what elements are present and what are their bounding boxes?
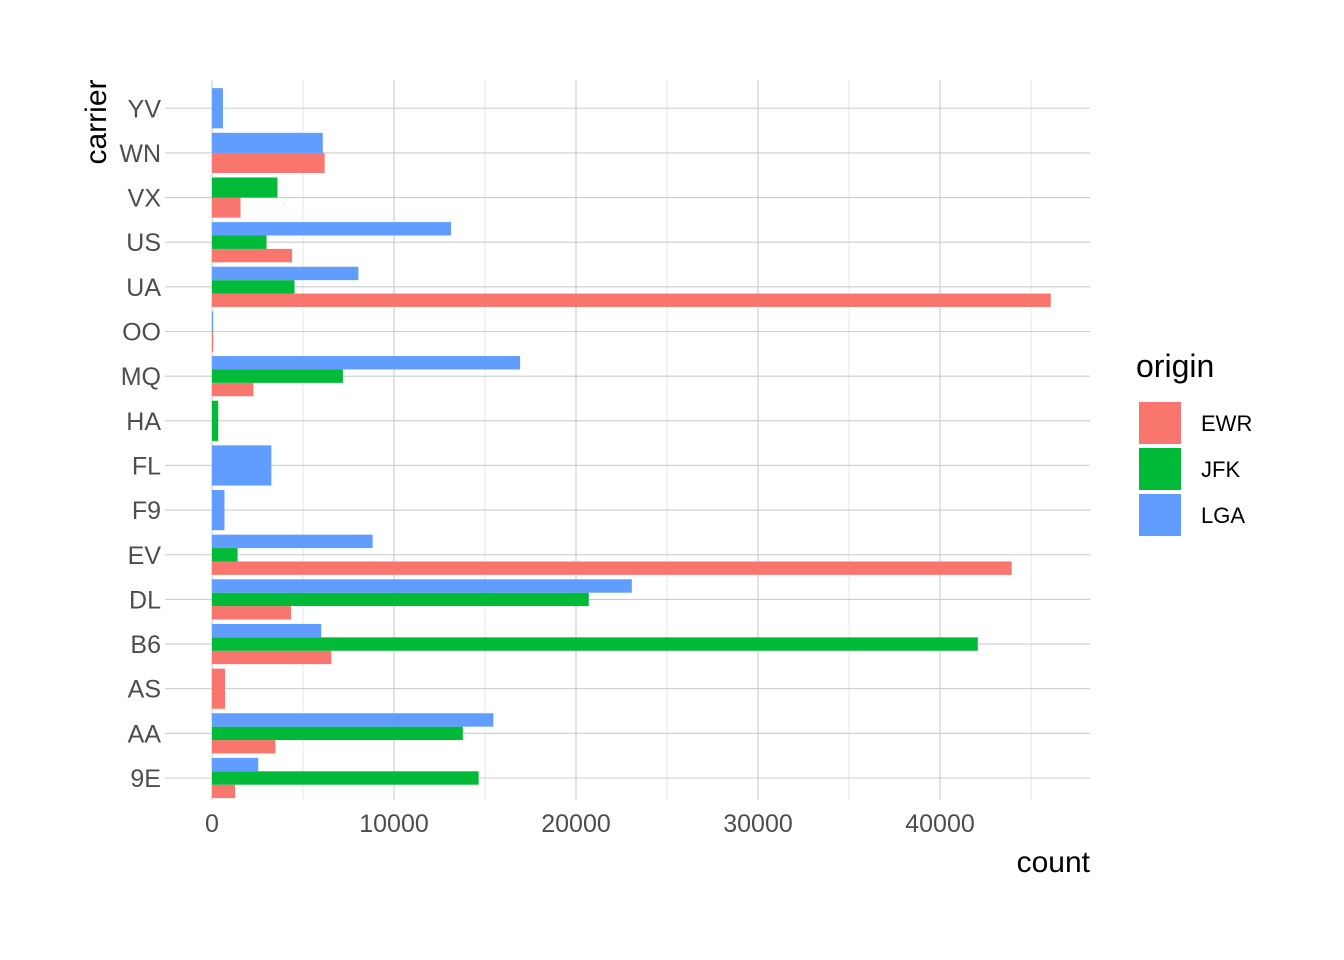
bar-US-EWR [212,248,293,263]
y-tick-label: YV [128,95,162,123]
y-tick-label: US [126,229,161,257]
y-tick-label: 9E [130,765,161,793]
bar-WN-LGA [212,132,323,153]
legend-key-LGA [1139,494,1181,536]
bar-US-JFK [212,235,267,249]
y-tick-label: WN [119,140,161,168]
bars [212,88,1051,799]
legend-key-JFK [1139,448,1181,490]
bar-DL-JFK [212,592,589,607]
y-tick-label: B6 [130,631,161,659]
bar-MQ-JFK [212,369,343,383]
bar-MQ-EWR [212,382,254,397]
bar-UA-LGA [212,266,359,281]
bar-AA-EWR [212,740,276,754]
legend-label: LGA [1201,503,1245,528]
bar-UA-JFK [212,280,295,294]
y-tick-label: AA [128,720,162,748]
bar-UA-EWR [212,293,1051,307]
bar-HA-JFK [212,400,219,441]
bar-WN-EWR [212,152,325,173]
bar-9E-LGA [212,757,259,772]
bar-AA-LGA [212,713,494,727]
legend-key-EWR [1139,402,1181,444]
y-tick-label: VX [128,185,162,213]
bar-EV-JFK [212,548,238,562]
bar-EV-LGA [212,534,373,549]
x-tick-label: 30000 [723,810,793,838]
bar-B6-JFK [212,637,978,651]
x-tick-label: 20000 [541,810,611,838]
x-tick-labels: 0 10000 20000 30000 40000 [205,810,975,838]
y-tick-label: MQ [121,363,161,391]
bar-AS-EWR [212,668,225,709]
x-tick-label: 40000 [905,810,975,838]
bar-9E-EWR [212,784,236,799]
bar-DL-LGA [212,579,632,593]
legend: origin EWR JFK LGA [1136,348,1252,536]
bar-OO-EWR [212,331,214,352]
bar-DL-EWR [212,606,292,620]
bar-F9-LGA [212,490,225,531]
y-tick-label: F9 [132,497,161,525]
y-tick-label: OO [122,319,161,347]
bar-AA-JFK [212,726,463,741]
y-tick-label: AS [128,676,161,704]
bar-US-LGA [212,222,452,236]
bar-VX-JFK [212,177,278,198]
bar-B6-LGA [212,623,322,638]
legend-title: origin [1136,348,1214,384]
bar-OO-LGA [212,311,214,332]
bar-YV-LGA [212,88,223,129]
x-axis-title: count [1017,846,1091,879]
bar-VX-EWR [212,197,241,218]
y-tick-label: FL [132,452,161,480]
x-tick-label: 0 [205,810,219,838]
y-tick-label: EV [128,542,162,570]
bar-EV-EWR [212,561,1012,575]
x-tick-label: 10000 [359,810,429,838]
legend-label: EWR [1201,411,1252,436]
bar-B6-EWR [212,650,332,665]
y-tick-label: HA [126,408,161,436]
bar-MQ-LGA [212,356,521,370]
grid-lines [165,80,1090,800]
bar-9E-JFK [212,771,479,785]
y-axis-title: carrier [80,79,113,164]
bar-FL-LGA [212,445,272,486]
legend-label: JFK [1201,457,1240,482]
y-tick-labels: 9E AA AS B6 DL EV F9 FL HA MQ OO UA US VX WN YV [119,95,161,793]
y-tick-label: DL [129,586,161,614]
y-tick-label: UA [126,274,161,302]
